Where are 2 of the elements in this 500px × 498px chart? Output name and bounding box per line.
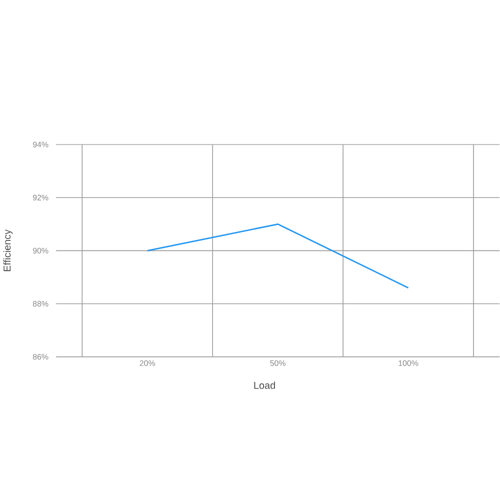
y-axis-title: Efficiency (3, 229, 13, 271)
x-axis-title: Load (254, 381, 275, 389)
